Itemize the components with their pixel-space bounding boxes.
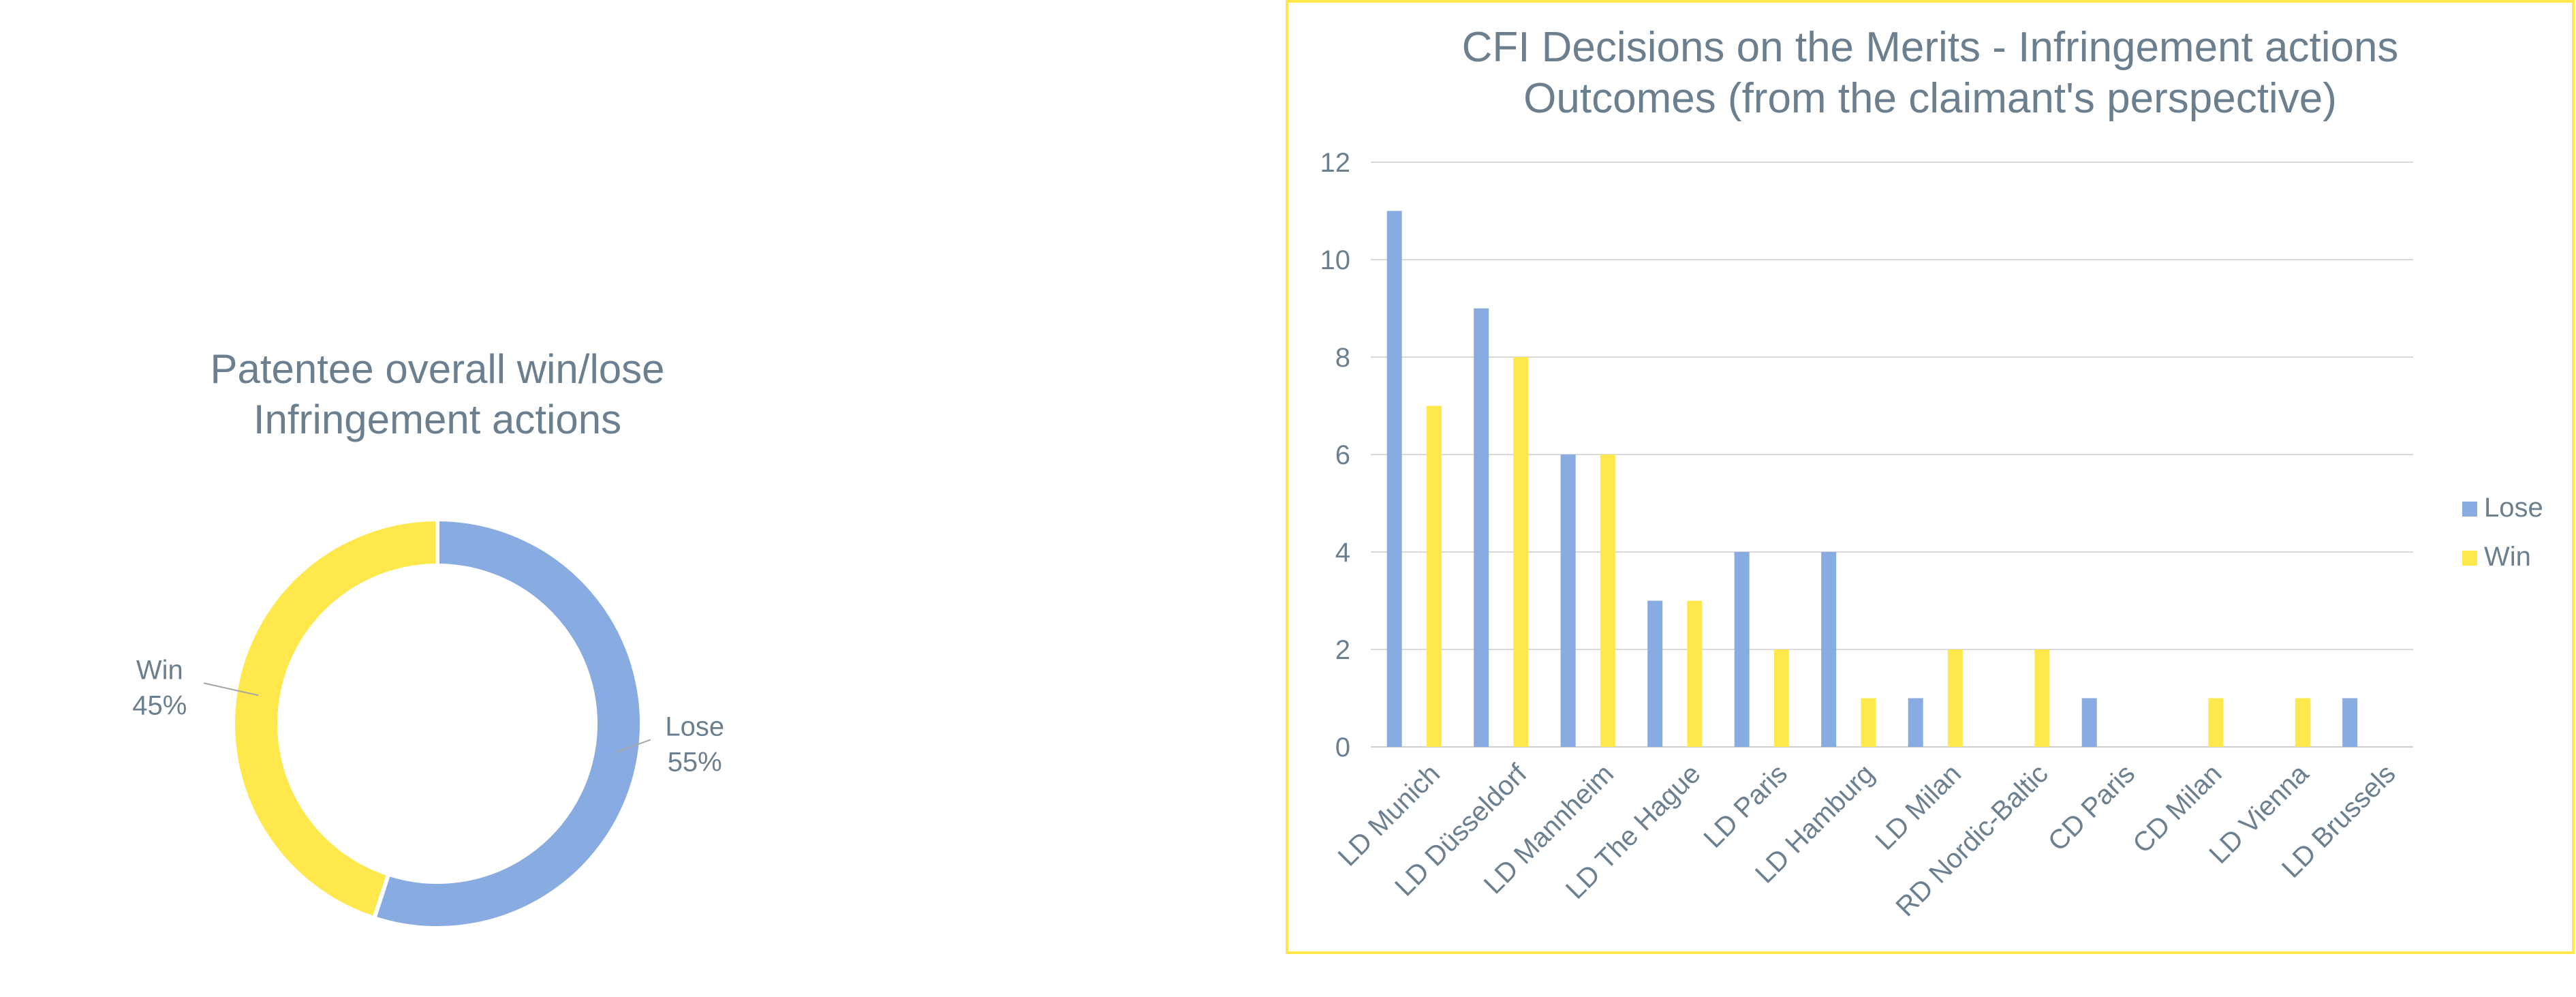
donut-label-name: Win: [136, 655, 183, 685]
donut-slice-lose: [371, 517, 644, 930]
y-tick-label: 8: [1335, 343, 1350, 373]
bar-lose: [1821, 552, 1837, 747]
leader-line: [616, 739, 651, 753]
bar-win: [1861, 698, 1876, 747]
bar-lose: [2081, 698, 2097, 747]
donut-label-percent: 45%: [132, 690, 187, 720]
y-tick-label: 6: [1335, 440, 1350, 470]
bar-lose: [1647, 600, 1663, 747]
bar-lose: [1386, 211, 1402, 747]
bar-lose: [2342, 698, 2358, 747]
bar-chart-subtitle: Outcomes (from the claimant's perspectiv…: [1523, 75, 2337, 122]
donut-label-name: Lose: [665, 712, 724, 742]
bar-win: [1600, 455, 1615, 747]
chart-frame: [1286, 0, 2575, 954]
legend-swatch-win: [2462, 551, 2477, 566]
donut-chart: Patentee overall win/lose Infringement a…: [132, 346, 724, 930]
y-tick-label: 4: [1335, 538, 1350, 568]
bar-win: [2208, 698, 2224, 747]
bar-win: [1426, 405, 1442, 747]
legend-swatch-lose: [2462, 502, 2477, 517]
bar-win: [1513, 357, 1529, 747]
legend-label-win: Win: [2484, 542, 2531, 572]
donut-subtitle: Infringement actions: [253, 397, 621, 442]
y-tick-label: 2: [1335, 635, 1350, 665]
bar-chart-title: CFI Decisions on the Merits - Infringeme…: [1462, 24, 2399, 71]
legend-label-lose: Lose: [2484, 493, 2543, 523]
bar-win: [1687, 600, 1703, 747]
legend: Lose Win: [2462, 493, 2543, 572]
bar-lose: [1908, 698, 1923, 747]
bar-win: [1947, 649, 1963, 747]
donut-label-percent: 55%: [668, 748, 722, 778]
bar-lose: [1474, 308, 1489, 747]
bar-win: [2295, 698, 2310, 747]
bar-win: [2034, 649, 2050, 747]
bar-lose: [1560, 455, 1576, 747]
y-tick-label: 10: [1320, 245, 1351, 275]
bar-lose: [1734, 552, 1750, 747]
donut-title: Patentee overall win/lose: [210, 346, 664, 392]
leader-line: [204, 682, 259, 696]
donut-slice-win: [231, 517, 439, 921]
y-tick-label: 0: [1335, 733, 1350, 763]
y-tick-label: 12: [1320, 148, 1351, 178]
bar-win: [1773, 649, 1789, 747]
